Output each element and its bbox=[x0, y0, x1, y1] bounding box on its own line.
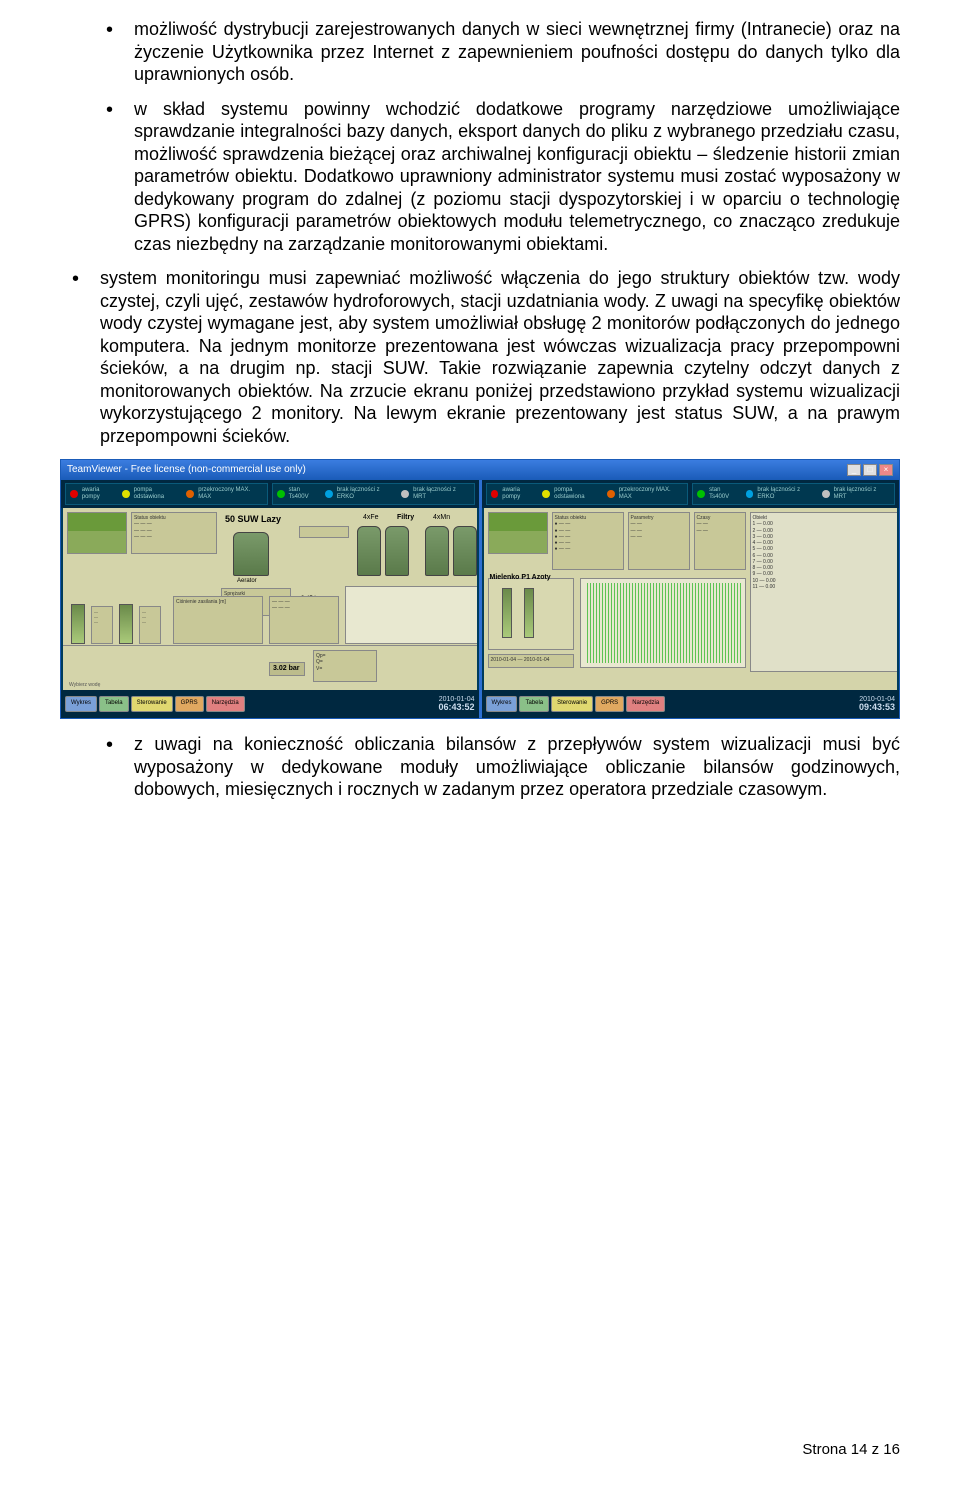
level-box bbox=[299, 526, 349, 538]
button-row: Wykres Tabela Sterowanie GPRS Narzędzia bbox=[486, 696, 666, 712]
window-titlebar: TeamViewer - Free license (non-commercia… bbox=[61, 460, 899, 480]
object-list: Obiekt1 — 0.002 — 0.003 — 0.004 — 0.005 … bbox=[750, 512, 898, 672]
cisnienie-box: Ciśnienie zasilania [m] bbox=[173, 596, 263, 644]
status-panel: Status obiektu— — —— — —— — — bbox=[131, 512, 217, 554]
flow-box: Qp=Q=V= bbox=[313, 650, 377, 682]
btn-wykres[interactable]: Wykres bbox=[486, 696, 518, 712]
pump-bar bbox=[502, 588, 512, 638]
trend-chart bbox=[580, 578, 746, 668]
page-footer: Strona 14 z 16 bbox=[802, 1441, 900, 1460]
maximize-icon[interactable]: □ bbox=[863, 464, 877, 476]
right-monitor-pump: awaria pompy pompa odstawiona przekroczo… bbox=[482, 480, 900, 718]
bullet-list: możliwość dystrybucji zarejestrowanych d… bbox=[60, 18, 900, 447]
filter-tank bbox=[453, 526, 477, 576]
bullet-item: system monitoringu musi zapewniać możliw… bbox=[60, 267, 900, 447]
czasy-panel: Czasy— —— — bbox=[694, 512, 746, 570]
btn-sterowanie[interactable]: Sterowanie bbox=[551, 696, 593, 712]
filter-tank bbox=[357, 526, 381, 576]
bullet-item: z uwagi na konieczność obliczania bilans… bbox=[94, 733, 900, 801]
pg-status: ——— bbox=[91, 606, 113, 644]
btn-narzedzia[interactable]: Narzędzia bbox=[206, 696, 245, 712]
filter-label: Filtry bbox=[397, 514, 414, 523]
filter-tank bbox=[385, 526, 409, 576]
btn-narzedzia[interactable]: Narzędzia bbox=[626, 696, 665, 712]
btn-sterowanie[interactable]: Sterowanie bbox=[131, 696, 173, 712]
params-panel: Parametry— —— —— — bbox=[628, 512, 690, 570]
btn-tabela[interactable]: Tabela bbox=[99, 696, 129, 712]
date-range: 2010-01-04 — 2010-01-04 bbox=[488, 654, 574, 668]
filter-tank bbox=[425, 526, 449, 576]
datetime: 2010-01-04 06:43:52 bbox=[438, 696, 474, 712]
site-photo bbox=[488, 512, 548, 554]
pressure-value: 3.02 bar bbox=[273, 665, 299, 674]
button-row: Wykres Tabela Sterowanie GPRS Narzędzia bbox=[65, 696, 245, 712]
footer-label: Wybierz wodę bbox=[69, 682, 100, 688]
status-panel: Status obiektu● — —● — —● — —● — —● — — bbox=[552, 512, 624, 570]
aerator-label: Aerator bbox=[237, 578, 257, 586]
btn-tabela[interactable]: Tabela bbox=[519, 696, 549, 712]
filter-label: 4xFe bbox=[363, 514, 379, 523]
pg-bar bbox=[71, 604, 85, 644]
info-box: — — —— — — bbox=[269, 596, 339, 644]
bullet-item: w skład systemu powinny wchodzić dodatko… bbox=[94, 98, 900, 256]
minimize-icon[interactable]: _ bbox=[847, 464, 861, 476]
btn-gprs[interactable]: GPRS bbox=[595, 696, 624, 712]
aerator-tank bbox=[233, 532, 269, 576]
pump-bar bbox=[524, 588, 534, 638]
filter-label: 4xMn bbox=[433, 514, 450, 523]
window-title: TeamViewer - Free license (non-commercia… bbox=[67, 464, 306, 477]
legend-right: stan Ts400V brak łączności z ERKO brak ł… bbox=[692, 483, 895, 505]
left-monitor-suw: awaria pompy pompa odstawiona przekroczo… bbox=[61, 480, 479, 718]
close-icon[interactable]: × bbox=[879, 464, 893, 476]
dual-monitor-screenshot: TeamViewer - Free license (non-commercia… bbox=[60, 459, 900, 719]
legend-left: awaria pompy pompa odstawiona przekroczo… bbox=[486, 483, 689, 505]
pg-status: ——— bbox=[139, 606, 161, 644]
legend-left: awaria pompy pompa odstawiona przekroczo… bbox=[65, 483, 268, 505]
bullet-list-2: z uwagi na konieczność obliczania bilans… bbox=[60, 733, 900, 801]
object-title: Mielenko P1 Azoty bbox=[490, 574, 551, 583]
pg-bar bbox=[119, 604, 133, 644]
site-photo bbox=[67, 512, 127, 554]
bullet-item: możliwość dystrybucji zarejestrowanych d… bbox=[94, 18, 900, 86]
datetime: 2010-01-04 09:43:53 bbox=[859, 696, 895, 712]
chart-box bbox=[345, 586, 477, 644]
window-controls: _ □ × bbox=[847, 464, 893, 476]
object-title: 50 SUW Lazy bbox=[225, 514, 281, 525]
btn-wykres[interactable]: Wykres bbox=[65, 696, 97, 712]
btn-gprs[interactable]: GPRS bbox=[175, 696, 204, 712]
legend-right: stan Ts400V brak łączności z ERKO brak ł… bbox=[272, 483, 475, 505]
